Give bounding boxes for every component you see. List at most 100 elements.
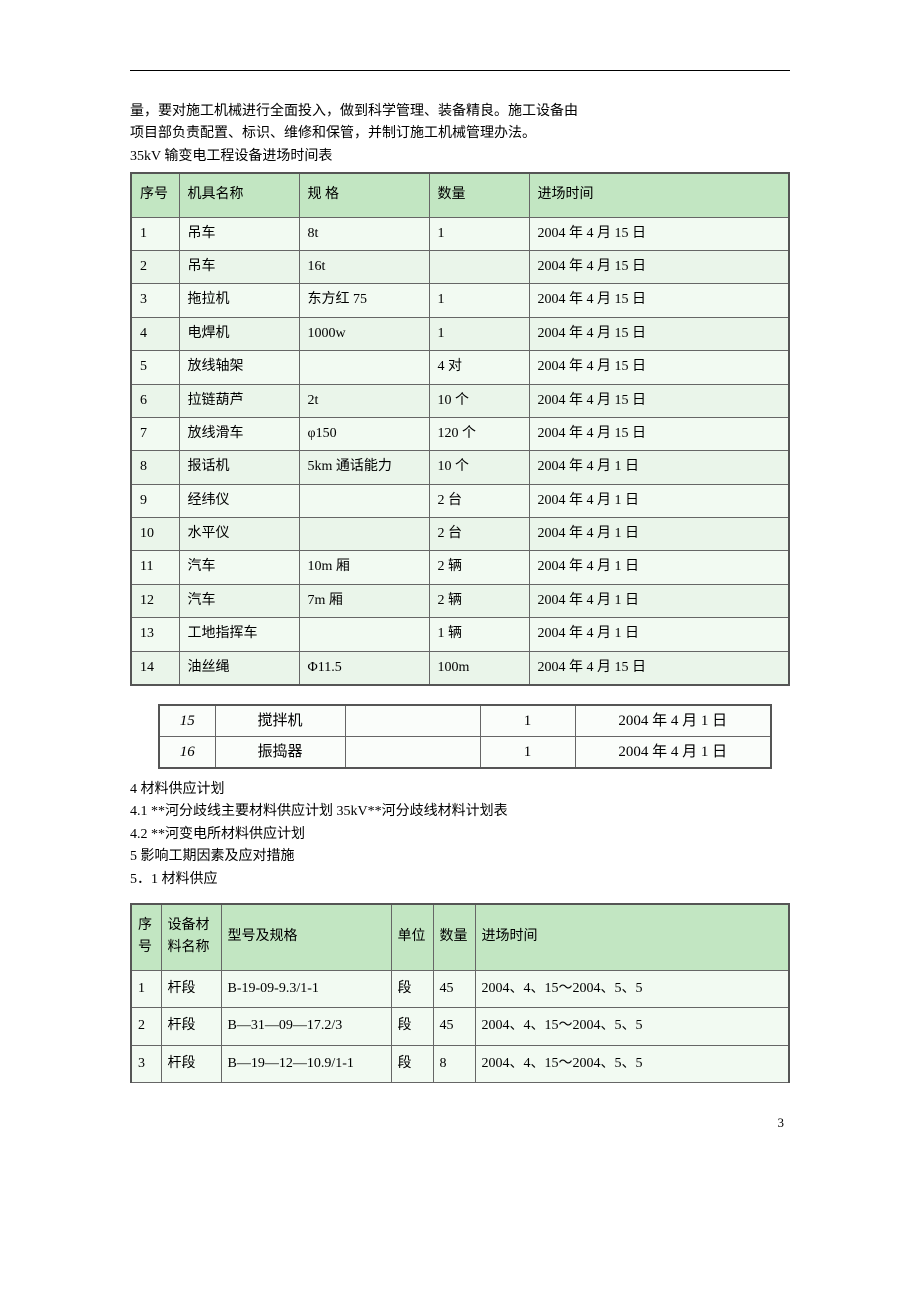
table-cell: 2 bbox=[131, 250, 179, 283]
table-row: 16振捣器12004 年 4 月 1 日 bbox=[159, 737, 771, 769]
table-cell: 16t bbox=[299, 250, 429, 283]
table-cell: B-19-09-9.3/1-1 bbox=[221, 970, 391, 1007]
table-cell: 工地指挥车 bbox=[179, 618, 299, 651]
table-cell: 2004 年 4 月 15 日 bbox=[529, 351, 789, 384]
table-cell: 1 bbox=[131, 217, 179, 250]
table-cell: 7 bbox=[131, 417, 179, 450]
table-cell bbox=[299, 618, 429, 651]
col-header-date: 进场时间 bbox=[529, 173, 789, 217]
mat-col-qty: 数量 bbox=[433, 904, 475, 970]
table-cell: 放线轴架 bbox=[179, 351, 299, 384]
mat-col-spec: 型号及规格 bbox=[221, 904, 391, 970]
table-row: 3杆段B—19—12—10.9/1-1段82004、4、15～2004、5、5 bbox=[131, 1045, 789, 1082]
table-row: 5放线轴架 4 对2004 年 4 月 15 日 bbox=[131, 351, 789, 384]
table-row: 2吊车16t2004 年 4 月 15 日 bbox=[131, 250, 789, 283]
table-cell: 1 bbox=[480, 737, 575, 769]
table-cell: 2004、4、15～2004、5、5 bbox=[475, 1008, 789, 1045]
table-cell: 2004 年 4 月 15 日 bbox=[529, 284, 789, 317]
table-cell: 振捣器 bbox=[215, 737, 345, 769]
table-cell: 段 bbox=[391, 1045, 433, 1082]
table-cell: 8t bbox=[299, 217, 429, 250]
section-4-1: 4.1 **河分歧线主要材料供应计划 35kV**河分歧线材料计划表 bbox=[130, 801, 790, 823]
table-cell: 5km 通话能力 bbox=[299, 451, 429, 484]
table-cell: 8 bbox=[131, 451, 179, 484]
table-cell: Φ11.5 bbox=[299, 651, 429, 685]
table-cell: 电焊机 bbox=[179, 317, 299, 350]
table-cell: 1 bbox=[429, 217, 529, 250]
mat-col-seq: 序号 bbox=[131, 904, 161, 970]
table-cell: 拉链葫芦 bbox=[179, 384, 299, 417]
intro-line-2: 项目部负责配置、标识、维修和保管，并制订施工机械管理办法。 bbox=[130, 123, 790, 145]
equipment-schedule-table: 序号 机具名称 规 格 数量 进场时间 1吊车8t12004 年 4 月 15 … bbox=[130, 172, 790, 686]
table-cell: 杆段 bbox=[161, 1008, 221, 1045]
table-cell: 1 辆 bbox=[429, 618, 529, 651]
mat-col-name: 设备材料名称 bbox=[161, 904, 221, 970]
table-cell: 4 对 bbox=[429, 351, 529, 384]
table-cell: 吊车 bbox=[179, 250, 299, 283]
table-cell: 2004 年 4 月 1 日 bbox=[529, 451, 789, 484]
table-cell: 120 个 bbox=[429, 417, 529, 450]
table-row: 13工地指挥车 1 辆2004 年 4 月 1 日 bbox=[131, 618, 789, 651]
table-cell: 2004 年 4 月 15 日 bbox=[529, 651, 789, 685]
table-cell: 2004 年 4 月 1 日 bbox=[529, 484, 789, 517]
table-cell: 搅拌机 bbox=[215, 705, 345, 737]
table-cell: φ150 bbox=[299, 417, 429, 450]
table-cell: 1 bbox=[480, 705, 575, 737]
table-row: 8报话机5km 通话能力10 个2004 年 4 月 1 日 bbox=[131, 451, 789, 484]
table-cell: 10 个 bbox=[429, 384, 529, 417]
table-cell: 13 bbox=[131, 618, 179, 651]
table-cell: 报话机 bbox=[179, 451, 299, 484]
table-cell: 2004 年 4 月 15 日 bbox=[529, 217, 789, 250]
table-cell: 东方红 75 bbox=[299, 284, 429, 317]
table-cell: 2004、4、15～2004、5、5 bbox=[475, 970, 789, 1007]
table-cell bbox=[299, 484, 429, 517]
table-row: 11汽车10m 厢2 辆2004 年 4 月 1 日 bbox=[131, 551, 789, 584]
table-cell: 12 bbox=[131, 584, 179, 617]
section-4-2: 4.2 **河变电所材料供应计划 bbox=[130, 824, 790, 846]
table-cell: 段 bbox=[391, 1008, 433, 1045]
table-cell: 100m bbox=[429, 651, 529, 685]
table-cell: 3 bbox=[131, 1045, 161, 1082]
table-row: 1杆段B-19-09-9.3/1-1段452004、4、15～2004、5、5 bbox=[131, 970, 789, 1007]
table-cell: 吊车 bbox=[179, 217, 299, 250]
table-cell: 14 bbox=[131, 651, 179, 685]
table-cell: 5 bbox=[131, 351, 179, 384]
table-cell: 段 bbox=[391, 970, 433, 1007]
material-plan-table: 序号 设备材料名称 型号及规格 单位 数量 进场时间 1杆段B-19-09-9.… bbox=[130, 903, 790, 1083]
table-cell: 45 bbox=[433, 1008, 475, 1045]
table-cell: 2004 年 4 月 15 日 bbox=[529, 317, 789, 350]
table-cell: 2004 年 4 月 1 日 bbox=[529, 584, 789, 617]
table-cell: 拖拉机 bbox=[179, 284, 299, 317]
table-cell: 10 bbox=[131, 518, 179, 551]
table-row: 9经纬仪2 台2004 年 4 月 1 日 bbox=[131, 484, 789, 517]
table-cell: 10m 厢 bbox=[299, 551, 429, 584]
table-row: 1吊车8t12004 年 4 月 15 日 bbox=[131, 217, 789, 250]
table-cell: 9 bbox=[131, 484, 179, 517]
table-header-row: 序号 机具名称 规 格 数量 进场时间 bbox=[131, 173, 789, 217]
horizontal-rule bbox=[130, 70, 790, 71]
table-cell: 1 bbox=[429, 284, 529, 317]
table-row: 12汽车7m 厢2 辆2004 年 4 月 1 日 bbox=[131, 584, 789, 617]
page-number: 3 bbox=[130, 1113, 790, 1134]
section-5: 5 影响工期因素及应对措施 bbox=[130, 846, 790, 868]
col-header-qty: 数量 bbox=[429, 173, 529, 217]
table-cell: 2004 年 4 月 1 日 bbox=[529, 551, 789, 584]
section-5-1: 5．1 材料供应 bbox=[130, 869, 790, 891]
table-cell: 2004 年 4 月 1 日 bbox=[575, 737, 771, 769]
table-cell: 2004 年 4 月 1 日 bbox=[529, 518, 789, 551]
table-row: 6拉链葫芦2t10 个2004 年 4 月 15 日 bbox=[131, 384, 789, 417]
table-cell: 水平仪 bbox=[179, 518, 299, 551]
table-cell: B—31—09—17.2/3 bbox=[221, 1008, 391, 1045]
table-cell: 10 个 bbox=[429, 451, 529, 484]
table-cell: 2004 年 4 月 15 日 bbox=[529, 384, 789, 417]
table-cell: 汽车 bbox=[179, 551, 299, 584]
table-row: 10水平仪2 台2004 年 4 月 1 日 bbox=[131, 518, 789, 551]
table-cell: 经纬仪 bbox=[179, 484, 299, 517]
table-cell: 4 bbox=[131, 317, 179, 350]
table-cell: 2 bbox=[131, 1008, 161, 1045]
table-cell: 油丝绳 bbox=[179, 651, 299, 685]
equip-table-caption: 35kV 输变电工程设备进场时间表 bbox=[130, 146, 790, 168]
table-cell: 2004 年 4 月 1 日 bbox=[529, 618, 789, 651]
table-cell: 2004、4、15～2004、5、5 bbox=[475, 1045, 789, 1082]
table-cell: 45 bbox=[433, 970, 475, 1007]
